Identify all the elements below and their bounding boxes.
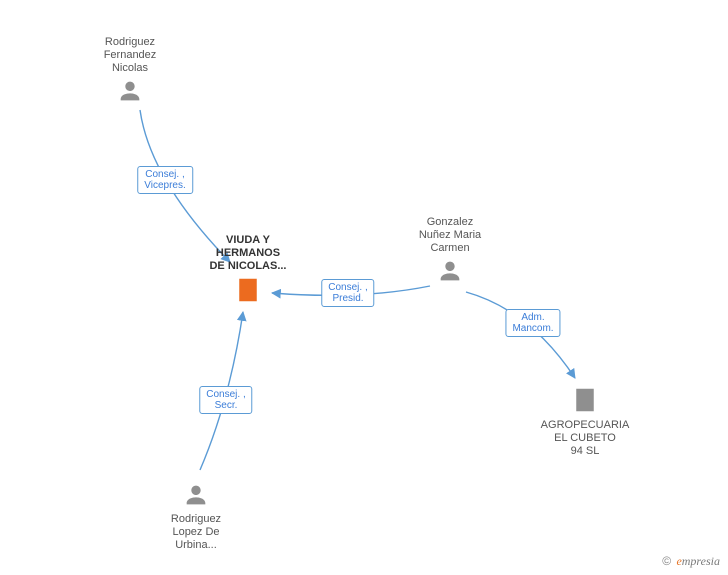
node-viuda[interactable]: VIUDA Y HERMANOS DE NICOLAS... xyxy=(188,234,308,305)
node-agropecuaria[interactable]: AGROPECUARIA EL CUBETO 94 SL xyxy=(525,385,645,458)
person-icon xyxy=(136,481,256,509)
watermark: © empresia xyxy=(662,554,720,569)
building-icon xyxy=(525,385,645,415)
edge-label: Adm. Mancom. xyxy=(505,309,560,337)
edge-label: Consej. , Vicepres. xyxy=(137,166,193,194)
person-icon xyxy=(390,257,510,285)
node-rodriguez_fernandez[interactable]: Rodriguez Fernandez Nicolas xyxy=(70,36,190,105)
node-gonzalez[interactable]: Gonzalez Nuñez Maria Carmen xyxy=(390,216,510,285)
person-icon xyxy=(70,77,190,105)
node-label: Gonzalez Nuñez Maria Carmen xyxy=(390,216,510,255)
building-icon xyxy=(188,275,308,305)
network-diagram: Rodriguez Fernandez Nicolas VIUDA Y HERMA… xyxy=(0,0,728,575)
node-label: VIUDA Y HERMANOS DE NICOLAS... xyxy=(188,234,308,273)
edge-label: Consej. , Secr. xyxy=(199,386,252,414)
edge-label: Consej. , Presid. xyxy=(321,279,374,307)
node-label: AGROPECUARIA EL CUBETO 94 SL xyxy=(525,419,645,458)
node-label: Rodriguez Lopez De Urbina... xyxy=(136,513,256,552)
copyright-symbol: © xyxy=(662,554,671,568)
node-rodriguez_lopez[interactable]: Rodriguez Lopez De Urbina... xyxy=(136,481,256,552)
brand-rest: mpresia xyxy=(682,554,720,568)
node-label: Rodriguez Fernandez Nicolas xyxy=(70,36,190,75)
